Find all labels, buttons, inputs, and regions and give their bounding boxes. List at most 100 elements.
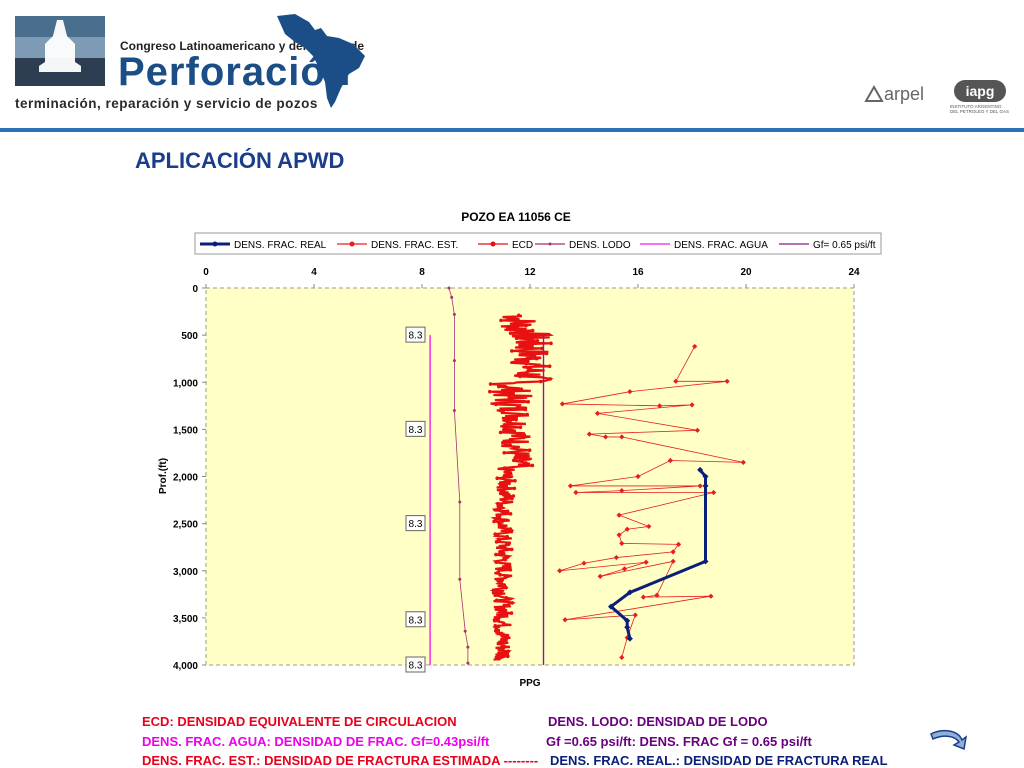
mud-density-label-text: 8.3 — [409, 661, 423, 672]
ecd-point — [494, 552, 498, 557]
series-point — [640, 594, 646, 600]
ecd-point — [516, 313, 521, 318]
congress-logo — [15, 16, 105, 86]
ecd-point — [505, 326, 510, 330]
header-rule — [0, 128, 1024, 132]
ecd-point — [497, 657, 501, 661]
ecd-point — [509, 611, 514, 615]
ecd-point — [527, 448, 532, 453]
series-point — [702, 473, 709, 480]
legend-item: ECD — [478, 240, 533, 251]
series-line — [448, 287, 469, 664]
series-point — [586, 431, 592, 437]
ecd-point — [519, 387, 524, 391]
series-point — [670, 549, 676, 555]
x-tick-label: 4 — [311, 267, 317, 278]
ecd-point — [493, 593, 498, 598]
series-point — [635, 473, 641, 480]
series-point — [450, 295, 454, 299]
ecd-point — [501, 410, 505, 414]
ecd-point — [510, 438, 514, 442]
ecd-point — [494, 540, 499, 544]
ecd-point — [500, 639, 505, 643]
y-tick-label: 2,500 — [173, 520, 198, 531]
drilling-rig-icon — [39, 20, 81, 72]
series-dens-lodo — [447, 286, 470, 665]
legend-marker — [548, 242, 552, 246]
ecd-point — [526, 400, 531, 404]
ecd-point — [512, 486, 517, 491]
ecd-point — [491, 588, 496, 592]
ecd-point — [498, 522, 502, 526]
series-point — [692, 343, 698, 350]
series-point — [702, 482, 709, 489]
arpel-text: arpel — [884, 84, 925, 104]
ecd-point — [530, 328, 535, 333]
next-slide-arrow-icon[interactable] — [928, 728, 970, 754]
series-point — [557, 568, 563, 574]
chart-legend: DENS. FRAC. REAL DENS. FRAC. EST. ECD DENS.… — [200, 240, 876, 251]
ecd-point — [532, 354, 537, 358]
series-point — [724, 378, 730, 384]
ecd-point — [511, 333, 516, 338]
legend-label: DENS. FRAC. REAL — [234, 240, 327, 251]
ecd-point — [526, 359, 530, 363]
ecd-point — [506, 316, 510, 320]
ecd-point — [505, 509, 510, 514]
ecd-point — [502, 603, 507, 608]
series-point — [643, 559, 649, 565]
note-frac-agua: DENS. FRAC. AGUA: DENSIDAD DE FRAC. Gf=0… — [142, 734, 490, 749]
ecd-point — [501, 646, 505, 651]
legend-label: DENS. LODO — [569, 240, 631, 251]
series-point — [616, 512, 622, 518]
mud-density-label-box — [405, 420, 426, 437]
legend-item: DENS. FRAC. EST. — [337, 240, 458, 251]
ecd-point — [503, 575, 507, 580]
ecd-point — [548, 377, 553, 381]
ecd-point — [505, 562, 510, 567]
ecd-point — [510, 496, 514, 501]
series-point — [657, 403, 663, 409]
ecd-point — [530, 463, 535, 468]
ecd-point — [505, 555, 510, 559]
legend-label: DENS. FRAC. EST. — [371, 240, 458, 251]
ecd-point — [503, 608, 508, 613]
ecd-point — [502, 428, 506, 432]
arpel-logo: arpel — [864, 84, 924, 105]
mud-density-label: 8.3 — [405, 326, 426, 343]
series-point — [573, 489, 579, 496]
ecd-point — [528, 366, 532, 371]
ecd-point — [494, 598, 499, 603]
ecd-point — [494, 402, 498, 407]
ecd-point — [495, 514, 500, 519]
ecd-point — [506, 654, 510, 659]
series-point — [619, 488, 625, 494]
ecd-point — [496, 570, 500, 575]
ecd-point — [523, 407, 528, 412]
series-point — [463, 629, 467, 633]
iapg-logo: iapg INSTITUTO ARGENTINO DEL PETROLEO Y … — [950, 80, 1010, 114]
ecd-point — [501, 621, 506, 626]
ecd-point — [493, 629, 498, 633]
legend-marker — [490, 241, 496, 247]
ecd-point — [505, 420, 510, 425]
ecd-point — [507, 397, 512, 402]
ecd-point — [499, 318, 503, 323]
ecd-point — [510, 601, 515, 605]
ecd-point — [509, 547, 514, 552]
series-point — [626, 589, 633, 596]
y-tick-label: 4,000 — [173, 661, 198, 672]
iapg-badge: iapg — [954, 80, 1006, 102]
series-point — [702, 558, 709, 565]
ecd-point — [501, 524, 505, 529]
series-point — [567, 483, 574, 489]
mud-density-label: 8.3 — [405, 515, 426, 532]
series-point — [458, 500, 462, 504]
latin-america-map-icon — [277, 14, 365, 108]
ecd-point — [547, 364, 552, 369]
ecd-point — [518, 425, 523, 430]
mud-density-label: 8.3 — [405, 656, 426, 673]
ecd-point — [514, 417, 518, 422]
series-dens-frac-real — [608, 466, 709, 642]
y-tick-label: 3,000 — [173, 567, 198, 578]
